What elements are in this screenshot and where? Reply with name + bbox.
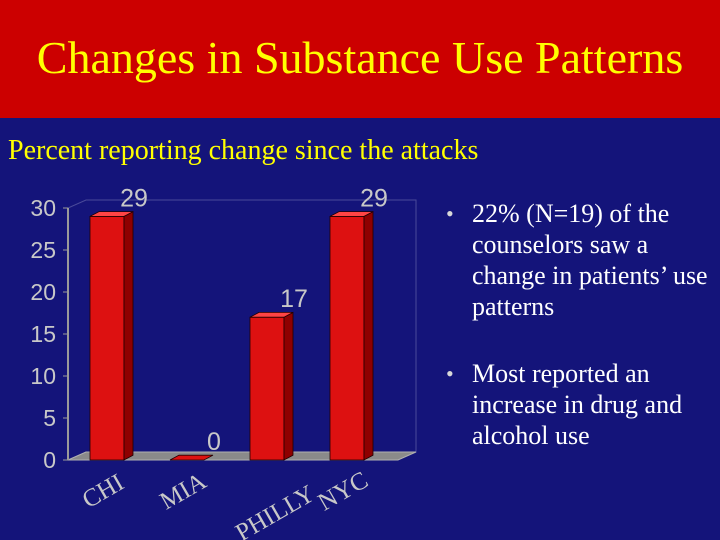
bullet-list: • 22% (N=19) of the counselors saw a cha…	[446, 198, 720, 487]
bar-top	[249, 311, 294, 318]
category-label: NYC	[314, 467, 373, 517]
bar-front	[329, 216, 365, 461]
y-tick-label: 30	[30, 195, 56, 221]
chart-floor	[67, 451, 417, 461]
bar-top	[89, 211, 134, 217]
bar-side	[363, 210, 374, 461]
bullet-dot-icon: •	[446, 201, 454, 226]
data-label: 17	[280, 285, 308, 313]
y-tick-label: 25	[30, 237, 56, 263]
bullet-item: • Most reported an increase in drug and …	[446, 358, 720, 451]
bar-front	[89, 216, 125, 461]
chart-subtitle: Percent reporting change since the attac…	[8, 135, 479, 166]
bar-philly	[249, 311, 294, 461]
bar-top	[329, 211, 374, 217]
y-tick-label: 10	[30, 363, 56, 389]
y-tick-label: 20	[30, 279, 56, 305]
data-label: 29	[360, 184, 388, 212]
title-band	[0, 0, 720, 118]
bullet-text: Most reported an increase in drug and al…	[472, 359, 683, 450]
bar-nyc	[329, 210, 374, 461]
category-label: MIA	[155, 468, 211, 516]
bar-chart: 0 5 10 15 20 25 30 29 CHI 0 MIA 17 PHILLY 29 NYC	[30, 184, 417, 540]
bullet-text: 22% (N=19) of the counselors saw a chang…	[472, 199, 708, 321]
bar-front	[249, 316, 285, 461]
y-tick-label: 0	[43, 447, 56, 473]
y-tick-label: 5	[43, 405, 56, 431]
y-tick-label: 15	[30, 321, 56, 347]
bullet-item: • 22% (N=19) of the counselors saw a cha…	[446, 198, 720, 322]
bar-mia	[169, 454, 214, 461]
page-title: Changes in Substance Use Patterns	[36, 32, 684, 83]
bar-top	[169, 454, 214, 461]
bullet-dot-icon: •	[446, 361, 454, 386]
bar-chi	[89, 210, 134, 461]
bar-side	[283, 311, 294, 461]
category-label: PHILLY	[231, 480, 319, 540]
data-label: 0	[207, 428, 221, 456]
data-label: 29	[120, 184, 148, 212]
bar-side	[123, 210, 134, 461]
category-label: CHI	[78, 469, 129, 514]
